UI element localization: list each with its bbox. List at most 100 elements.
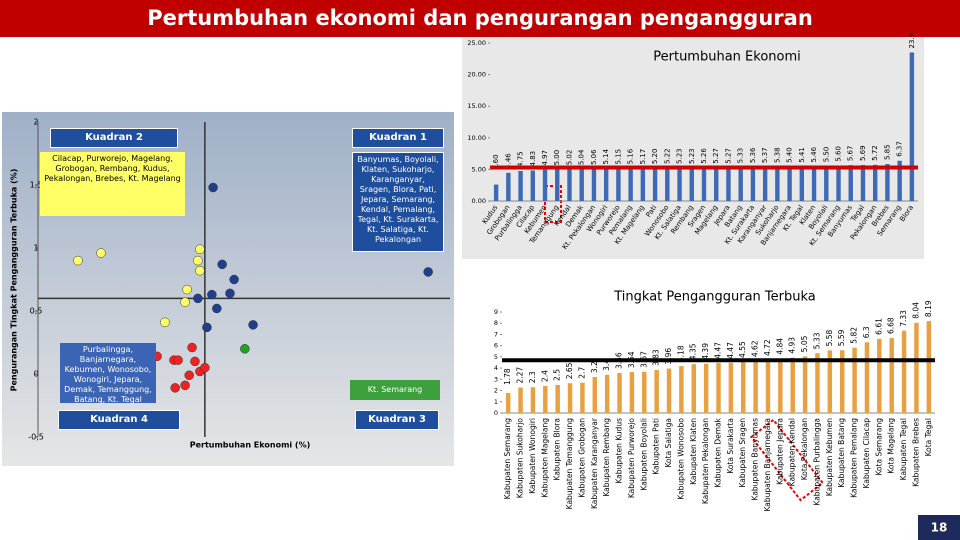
x-tick-label: Kabupaten Banyumas: [751, 418, 760, 501]
bar: [926, 321, 932, 413]
value-label: 4.72: [763, 339, 772, 356]
bar: [885, 164, 890, 201]
value-label: 5.05: [800, 335, 809, 352]
value-label: 5.50: [822, 147, 830, 163]
x-tick-label: Kabupaten Pekalongan: [701, 418, 710, 504]
quadrant-title: Kuadran 1: [352, 128, 444, 148]
quadrant-title: Kuadran 2: [50, 128, 178, 148]
y-axis-label: Pengurangan Tingkat Pengangguran Terbuka…: [10, 169, 19, 392]
bar: [897, 160, 902, 201]
bar: [852, 347, 857, 413]
bar: [603, 168, 609, 201]
value-label: 5.60: [835, 146, 843, 162]
point: [229, 274, 239, 285]
bar: [652, 168, 658, 201]
point: [195, 265, 205, 276]
value-label: 2.65: [565, 362, 574, 379]
slide-title: Pertumbuhan ekonomi dan pengurangan peng…: [147, 6, 813, 30]
x-tick-label: Kota Pekalongan: [800, 418, 809, 481]
value-label: 5.06: [590, 149, 598, 165]
y-tick-label: 25.00: [467, 39, 486, 47]
bar: [679, 366, 684, 413]
quadrant-title: Kuadran 3: [355, 410, 439, 430]
value-label: 3.83: [652, 349, 661, 366]
bar: [864, 342, 870, 413]
bar: [579, 169, 584, 201]
point: [212, 303, 222, 314]
y-tick-label: 0.00: [472, 197, 486, 205]
value-label: 4.18: [676, 345, 685, 362]
value-label: 2.3: [528, 371, 537, 383]
point: [207, 289, 217, 300]
bar: [616, 168, 621, 201]
value-label: 5.15: [614, 149, 622, 165]
highlight: [544, 185, 562, 223]
value-label: 5.04: [578, 149, 586, 165]
bar: [753, 361, 758, 413]
bar: [542, 169, 548, 201]
bar: [543, 386, 548, 413]
x-tick-label: Kabupaten Karanganyar: [590, 417, 599, 509]
value-label: 5.14: [602, 148, 610, 164]
value-label: 5.59: [837, 329, 846, 346]
point: [202, 322, 212, 333]
bar: [689, 167, 694, 201]
value-label: 5.23: [676, 148, 684, 164]
bar: [799, 166, 805, 201]
x-tick-label: Kabupaten Brebes: [911, 418, 920, 487]
x-tick-label: Kabupaten Klaten: [689, 418, 698, 485]
x-tick-label: Kabupaten Cilacap: [862, 418, 871, 489]
x-tick-label: Kabupaten Banjarnegara: [763, 418, 772, 511]
bar: [518, 170, 523, 201]
value-label: 5.40: [786, 147, 794, 163]
highlight: [749, 418, 825, 502]
quadrant-title: Kuadran 4: [58, 410, 180, 430]
y-tick-label: 9: [494, 308, 498, 316]
value-label: 2.60: [492, 154, 500, 170]
value-label: 23.5: [908, 33, 916, 49]
point: [160, 317, 170, 328]
chart-title: Tingkat Pengangguran Terbuka: [613, 290, 815, 305]
x-tick-label: Kabupaten Semarang: [503, 418, 512, 500]
x-tick-label: Kabupaten Grobogan: [577, 418, 586, 498]
bar: [889, 338, 894, 413]
value-label: 4.47: [714, 342, 723, 359]
x-axis-label: Pertumbuhan Ekonomi (%): [190, 441, 311, 450]
x-tick-label: Kabupaten Blora: [553, 418, 562, 480]
y-tick-label: 2: [494, 387, 498, 395]
point: [200, 362, 210, 373]
x-tick-label: Kabupaten Boyolali: [639, 418, 648, 491]
bar: [901, 330, 907, 413]
value-label: 5.38: [773, 147, 781, 163]
bar: [872, 164, 878, 201]
bar: [518, 387, 523, 413]
y-tick-label: 7: [494, 330, 498, 338]
value-label: 3.2: [590, 361, 599, 373]
value-label: 8.04: [911, 302, 920, 319]
bar: [617, 373, 622, 413]
chart-title: Pertumbuhan Ekonomi: [653, 50, 801, 65]
bar: [716, 362, 721, 413]
point: [180, 297, 190, 307]
x-tick-label: Kabupaten Sragen: [738, 418, 747, 488]
bar: [775, 166, 780, 201]
value-label: 4.55: [738, 341, 747, 358]
bar: [666, 368, 672, 413]
x-tick-label: Kabupaten Purworejo: [627, 418, 636, 499]
value-label: 5.02: [565, 150, 573, 166]
x-tick-label: Kabupaten Kendal: [788, 418, 797, 486]
value-label: 4.83: [529, 151, 537, 167]
bar: [778, 358, 783, 413]
value-label: 5.69: [859, 145, 867, 161]
value-label: 4.84: [775, 338, 784, 355]
bar: [691, 364, 696, 413]
bar: [741, 361, 746, 413]
bar: [714, 167, 719, 201]
point: [217, 259, 227, 270]
x-tick-label: Kota Surakarta: [726, 418, 735, 474]
bar: [824, 166, 829, 201]
y-tick-label: 15.00: [467, 102, 486, 110]
value-label: 2.5: [553, 369, 562, 381]
point: [423, 267, 433, 277]
